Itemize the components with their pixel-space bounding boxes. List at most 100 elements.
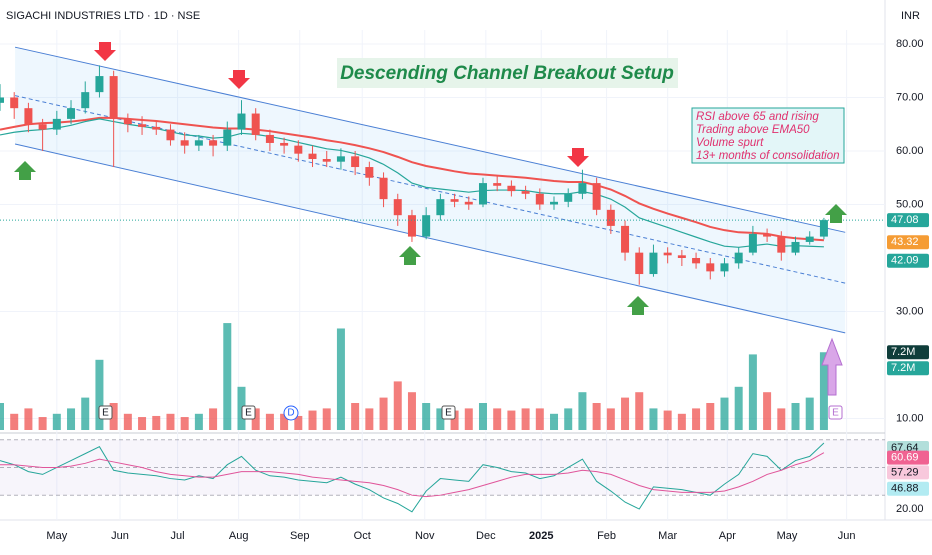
volume-bar (677, 413, 686, 430)
annotation: Descending Channel Breakout Setup (340, 63, 674, 84)
event-box (283, 405, 299, 421)
candle-body (606, 209, 615, 226)
volume-bar (10, 413, 19, 430)
candle-body (365, 167, 374, 178)
plot (0, 30, 885, 520)
rsi-band-label-bg (887, 481, 929, 496)
volume-bar (38, 417, 47, 430)
y-tick-label: 80.00 (896, 38, 924, 50)
x-tick-label: Sep (290, 530, 310, 542)
ema-line (0, 116, 824, 242)
ema-line (0, 118, 824, 248)
candle-body (464, 201, 473, 205)
event-box (441, 405, 456, 420)
volume-bar (322, 408, 331, 430)
candle-body (450, 199, 459, 202)
candle-body (10, 97, 19, 109)
channel-lower (14, 143, 846, 334)
volume-bar (692, 408, 701, 430)
volume-bar (734, 386, 743, 430)
candle-body (251, 113, 260, 135)
volume-bar (592, 403, 601, 430)
candle-body (109, 76, 118, 119)
candle-body (294, 145, 303, 154)
volume-ma-label-bg (887, 361, 929, 376)
volume-bar (123, 413, 132, 430)
candle-body (734, 252, 743, 264)
volume-bar (535, 408, 544, 430)
candle-body (209, 140, 218, 146)
volume-bar (606, 408, 615, 430)
ema-label: 42.09 (891, 255, 919, 267)
candle-body (805, 236, 814, 242)
down-arrow (567, 148, 589, 167)
currency: INR (901, 10, 920, 22)
up-arrow (627, 296, 649, 315)
volume-bar (663, 410, 672, 430)
candle-body (422, 215, 431, 237)
candle-body (720, 263, 729, 272)
x-tick-label: May (46, 530, 67, 542)
candle-body (351, 156, 360, 168)
volume-bar (464, 408, 473, 430)
candle-body (592, 183, 601, 210)
candle-body (663, 252, 672, 256)
ema-label: 43.32 (891, 236, 919, 248)
volume-bar (379, 397, 388, 430)
volume-bar (564, 408, 573, 430)
candle-body (578, 183, 587, 194)
last-price-label: 47.08 (891, 214, 919, 226)
volume-bar (521, 408, 530, 430)
candle-body (621, 225, 630, 253)
candle-body (52, 118, 61, 130)
candle-body (180, 140, 189, 146)
volume-label: 7.2M (891, 346, 915, 358)
volume-bar (706, 403, 715, 430)
candle-body (436, 199, 445, 216)
up-arrow (825, 204, 847, 223)
x-tick-label: Oct (354, 530, 371, 542)
x-tick-label: Apr (719, 530, 736, 542)
note: RSI above 65 and rising (696, 111, 819, 123)
candle-body (550, 201, 559, 205)
y-tick-label: 70.00 (896, 91, 924, 103)
event-box (98, 405, 113, 420)
candle-body (379, 177, 388, 200)
symbol-title: SIGACHI INDUSTRIES LTD · 1D · NSE (6, 10, 200, 22)
candle-body (95, 76, 104, 93)
volume-bar (67, 408, 76, 430)
candle-body (194, 140, 203, 146)
volume-bar (450, 410, 459, 430)
volume-bar (407, 392, 416, 430)
note: Trading above EMA50 (696, 124, 810, 136)
note: Volume spurt (696, 137, 764, 149)
candle-body (777, 236, 786, 253)
down-arrow (94, 42, 116, 61)
x-tick-label: May (777, 530, 798, 542)
event: E (832, 408, 839, 419)
event-box (828, 405, 843, 420)
volume-bar (265, 413, 274, 430)
ema-label-bg (887, 235, 929, 250)
volume-bar (294, 415, 303, 430)
y-tick-label: 30.00 (896, 305, 924, 317)
rsi-values (0, 442, 825, 513)
volume-bar (351, 403, 360, 430)
event-box (241, 405, 256, 420)
volume-bar (95, 359, 104, 430)
volume-bar (24, 408, 33, 430)
annotation-box (337, 58, 678, 88)
volume-bar (422, 403, 431, 430)
note: 13+ months of consolidation (696, 150, 840, 162)
up-arrow (399, 246, 421, 265)
volume-bar (635, 392, 644, 430)
volume-bar (763, 392, 772, 430)
volume-bar (308, 410, 317, 430)
candle-body (649, 252, 658, 275)
volume-bar (138, 417, 147, 430)
event: E (445, 408, 452, 419)
rsi-ma-label-bg (887, 450, 929, 465)
candle-body (819, 220, 828, 237)
channel-upper (14, 46, 846, 233)
